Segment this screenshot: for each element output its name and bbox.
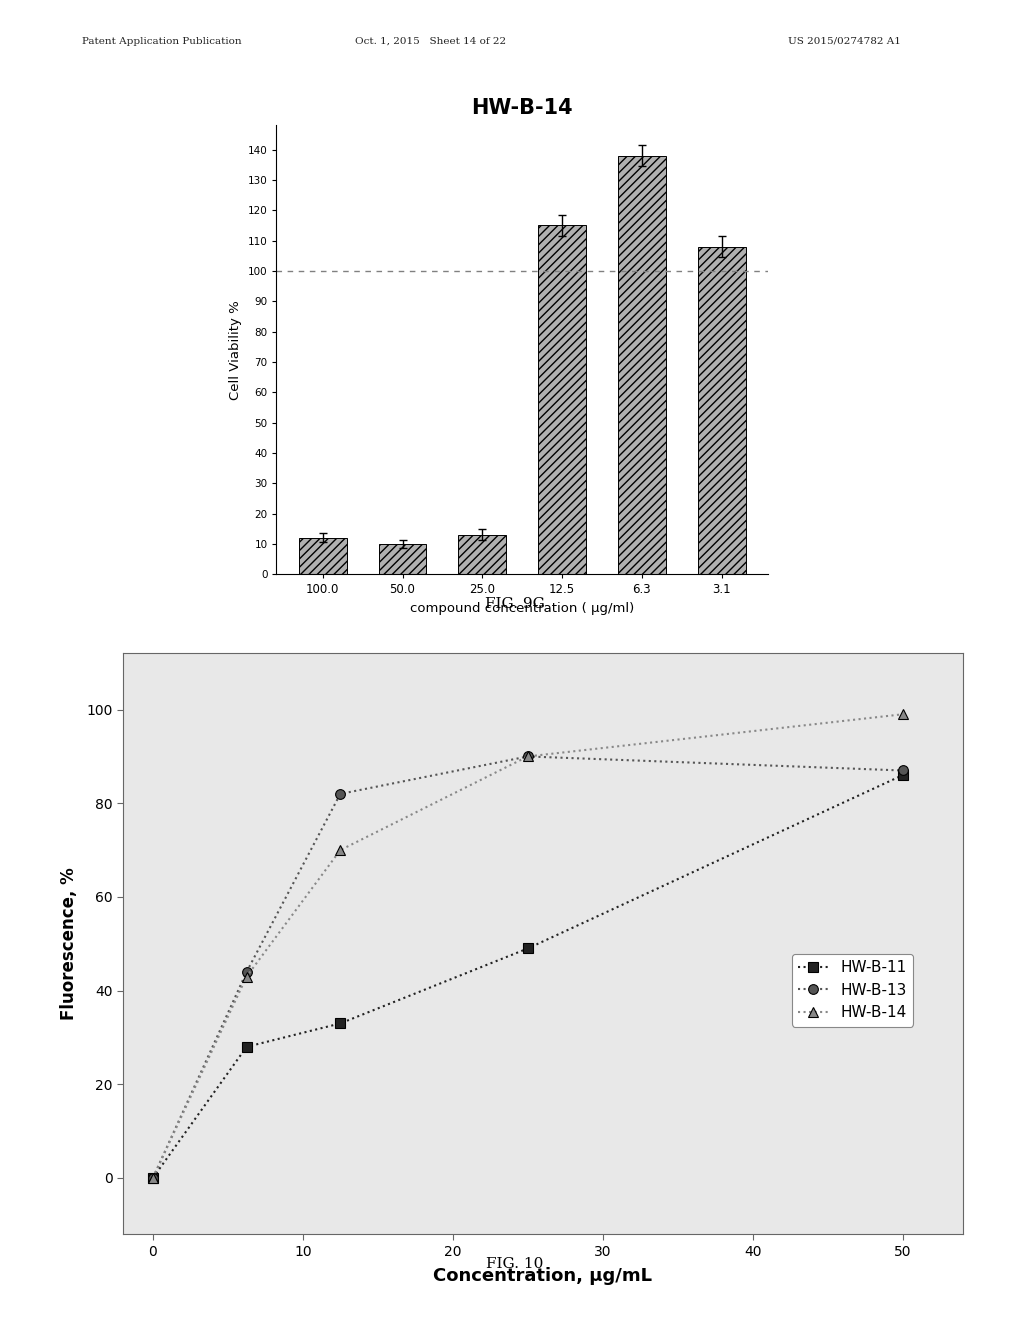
Text: US 2015/0274782 A1: US 2015/0274782 A1 <box>788 37 901 46</box>
Bar <box>539 226 586 574</box>
HW-B-13 <box>521 748 534 764</box>
Bar <box>299 537 347 574</box>
HW-B-14 <box>334 842 346 858</box>
HW-B-11 <box>334 1015 346 1031</box>
X-axis label: Concentration, μg/mL: Concentration, μg/mL <box>433 1267 652 1284</box>
Bar <box>618 156 666 574</box>
Text: Patent Application Publication: Patent Application Publication <box>82 37 242 46</box>
HW-B-13 <box>334 785 346 801</box>
HW-B-14 <box>241 969 253 985</box>
HW-B-13 <box>241 964 253 979</box>
Text: Oct. 1, 2015   Sheet 14 of 22: Oct. 1, 2015 Sheet 14 of 22 <box>354 37 506 46</box>
Line: HW-B-14: HW-B-14 <box>148 709 907 1183</box>
HW-B-11 <box>241 1039 253 1055</box>
Y-axis label: Fluorescence, %: Fluorescence, % <box>59 867 78 1020</box>
HW-B-14 <box>146 1170 159 1185</box>
HW-B-11 <box>521 941 534 957</box>
Bar <box>697 247 745 574</box>
HW-B-13 <box>146 1170 159 1185</box>
Line: HW-B-13: HW-B-13 <box>148 751 907 1183</box>
HW-B-14 <box>521 748 534 764</box>
Legend: HW-B-11, HW-B-13, HW-B-14: HW-B-11, HW-B-13, HW-B-14 <box>792 954 913 1027</box>
Y-axis label: Cell Viability %: Cell Viability % <box>229 300 242 400</box>
Text: FIG. 10: FIG. 10 <box>486 1257 544 1271</box>
Bar <box>379 544 426 574</box>
HW-B-11 <box>146 1170 159 1185</box>
X-axis label: compound concentration ( μg/ml): compound concentration ( μg/ml) <box>411 602 634 615</box>
HW-B-14 <box>896 706 908 722</box>
HW-B-11 <box>896 767 908 783</box>
Line: HW-B-11: HW-B-11 <box>148 771 907 1183</box>
Text: FIG. 9G: FIG. 9G <box>485 597 545 611</box>
Title: HW-B-14: HW-B-14 <box>471 98 573 119</box>
Bar <box>459 535 506 574</box>
HW-B-13 <box>896 763 908 779</box>
